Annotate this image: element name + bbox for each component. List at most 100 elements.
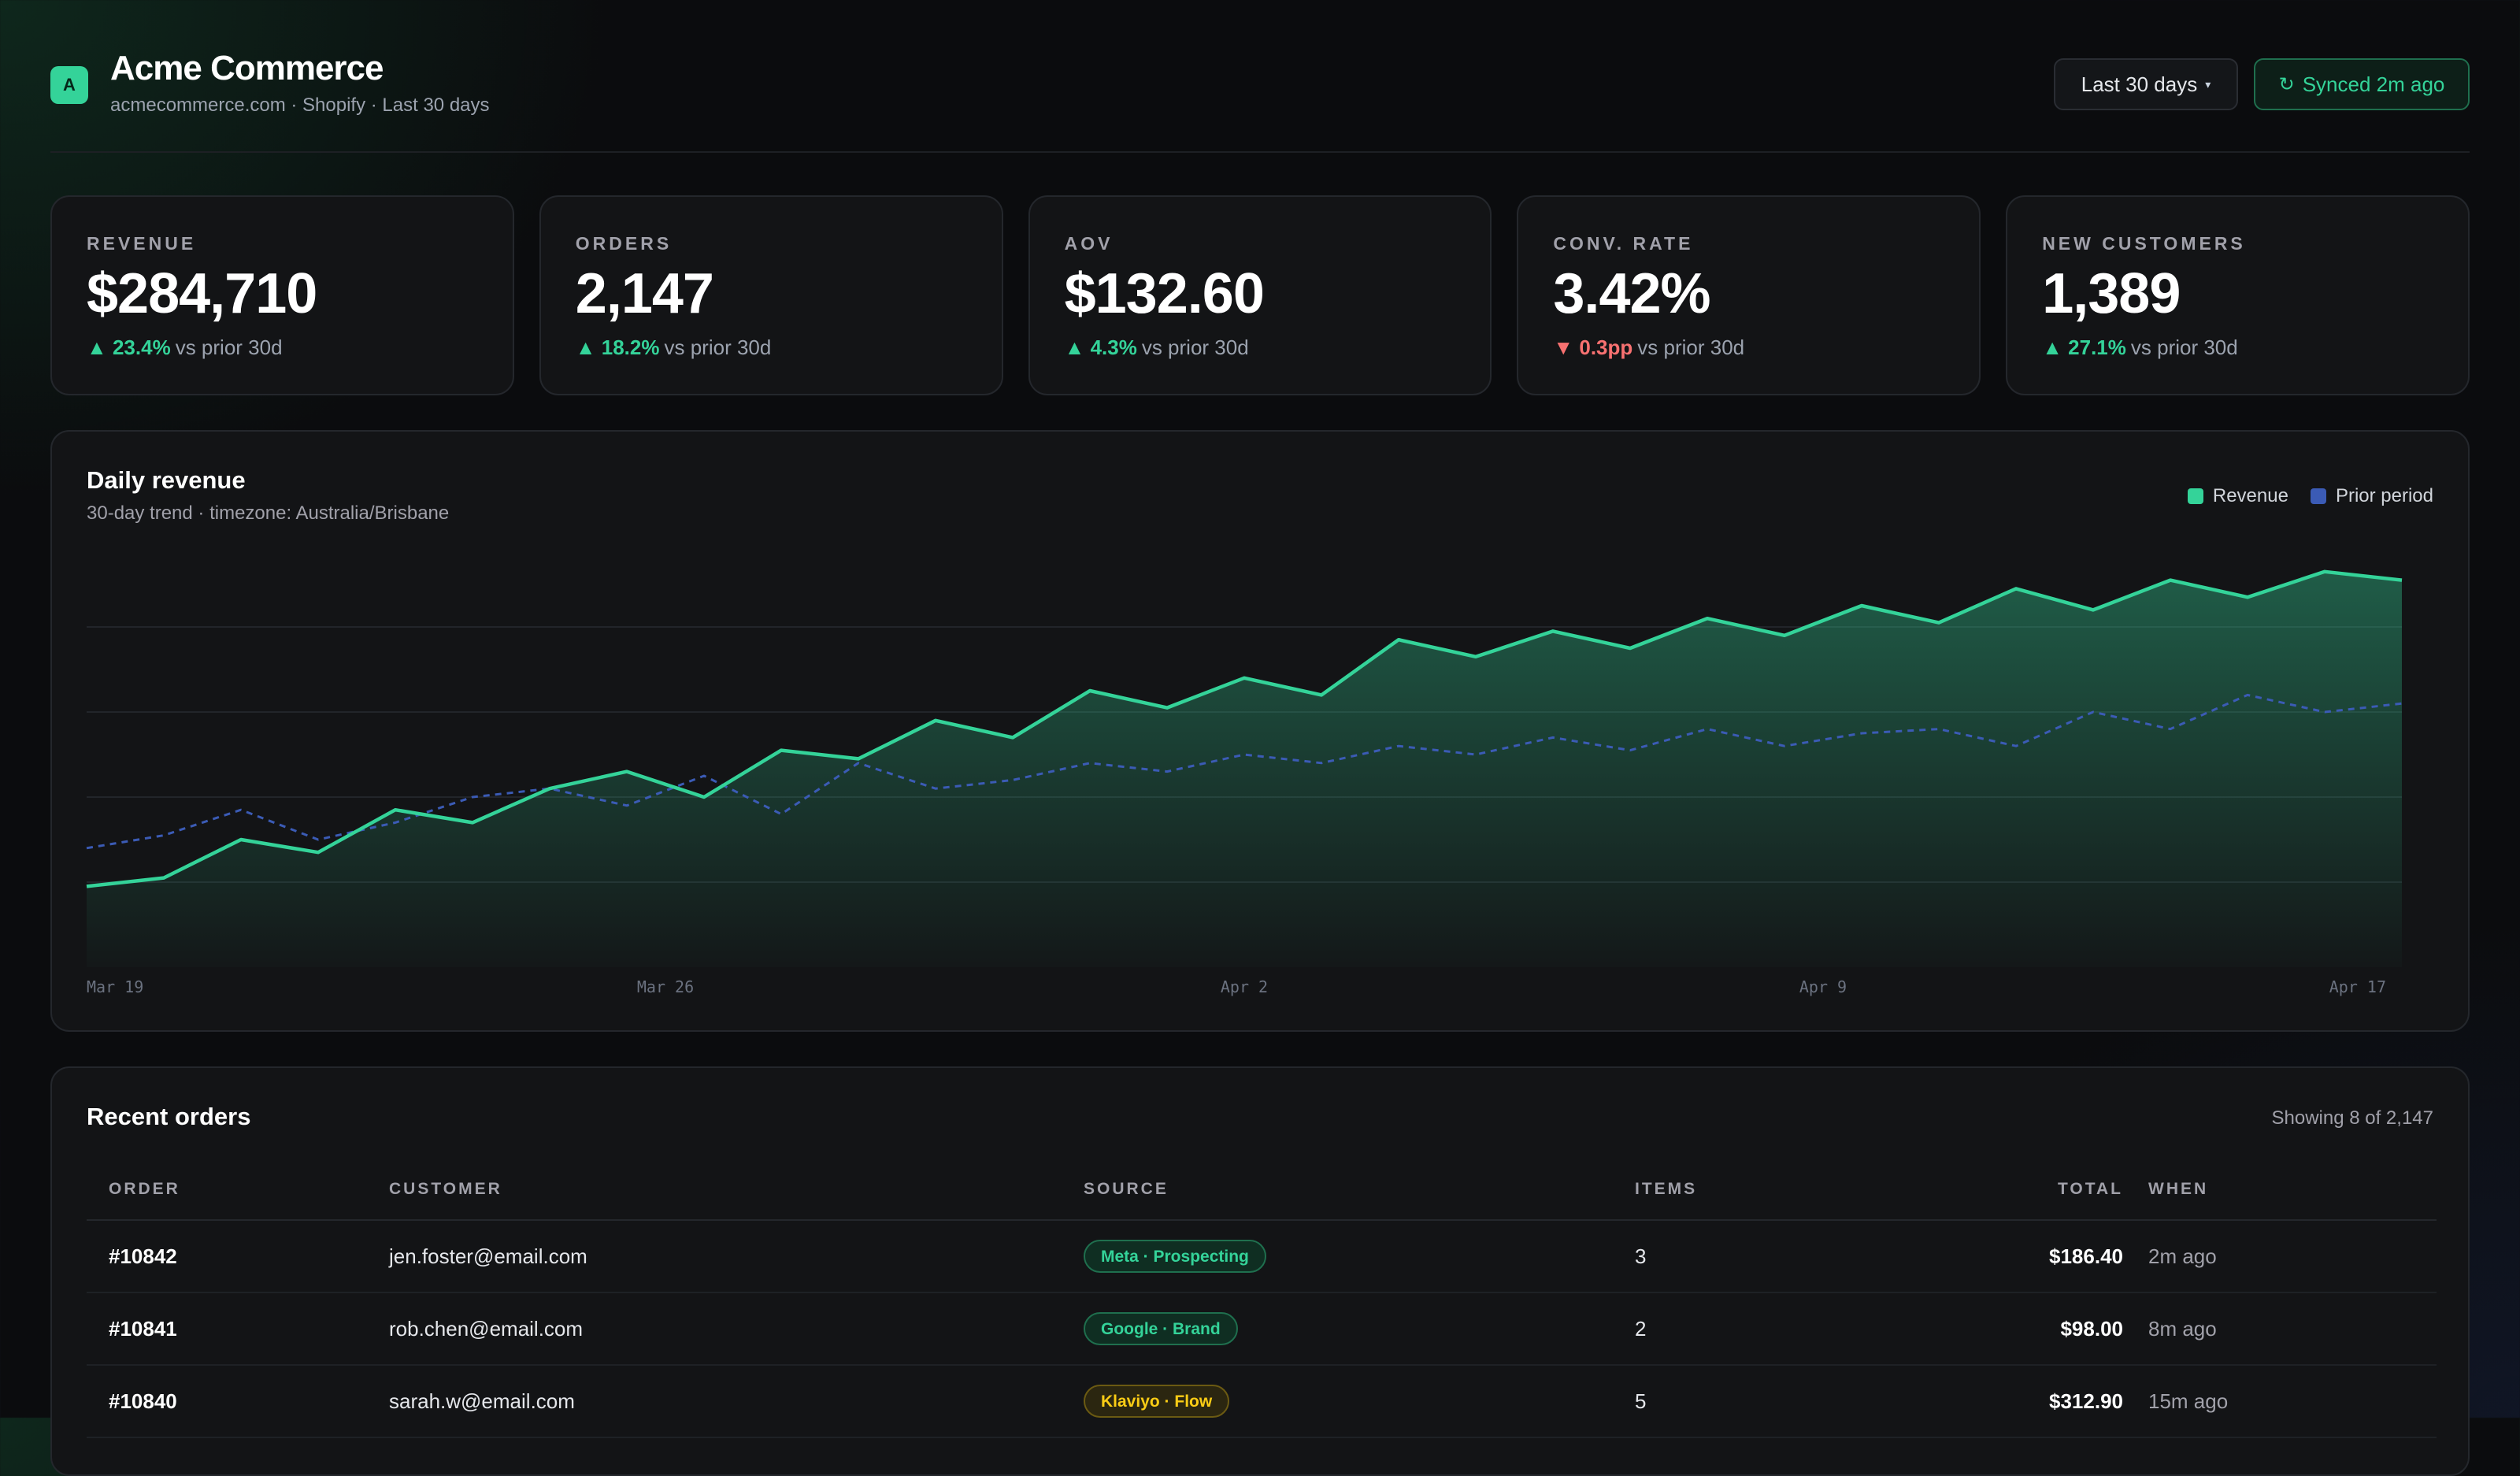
x-tick-label: Mar 19	[87, 977, 143, 996]
kpi-change: 4.3%	[1090, 336, 1137, 359]
source-badge: Klaviyo · Flow	[1084, 1385, 1230, 1418]
chart-ticks-group: Mar 19 Mar 26 Apr 2 Apr 9 Apr 17	[87, 977, 2386, 996]
kpi-comparison: vs prior 30d	[2130, 336, 2238, 359]
legend-item-prior-period[interactable]: Prior period	[2310, 485, 2433, 507]
kpi-label: NEW CUSTOMERS	[2042, 233, 2246, 254]
kpi-comparison: vs prior 30d	[1637, 336, 1745, 359]
kpi-value: 1,389	[2042, 262, 2181, 325]
kpi-card-new-customers[interactable]: NEW CUSTOMERS 1,389 ▲ 27.1% vs prior 30d	[2006, 195, 2470, 395]
orders-title: Recent orders	[87, 1103, 251, 1130]
date-range-dropdown[interactable]: Last 30 days ▾	[2054, 58, 2238, 110]
daily-revenue-card: Daily revenue 30-day trend · timezone: A…	[50, 430, 2470, 1032]
sync-button[interactable]: ↻ Synced 2m ago	[2254, 58, 2470, 110]
legend-swatch-prior	[2310, 488, 2326, 504]
trend-up-icon: ▲	[2042, 336, 2069, 359]
sync-label: Synced 2m ago	[2302, 72, 2445, 96]
order-id: #10841	[109, 1317, 177, 1341]
orders-table-header: ORDER CUSTOMER SOURCE ITEMS TOTAL WHEN	[87, 1161, 2437, 1221]
item-count: 5	[1635, 1389, 1647, 1413]
order-total: $98.00	[2060, 1317, 2123, 1341]
chart-area-group	[87, 571, 2402, 967]
kpi-delta: ▲ 23.4% vs prior 30d	[87, 336, 283, 360]
kpi-label: AOV	[1064, 233, 1114, 254]
kpi-value: 3.42%	[1553, 262, 1710, 325]
kpi-card-aov[interactable]: AOV $132.60 ▲ 4.3% vs prior 30d	[1028, 195, 1492, 395]
kpi-comparison: vs prior 30d	[664, 336, 772, 359]
customer-email: rob.chen@email.com	[389, 1317, 584, 1341]
kpi-label: REVENUE	[87, 233, 197, 254]
series-line-prior-period	[86, 693, 2403, 850]
kpi-change: 27.1%	[2068, 336, 2126, 359]
dashboard-page: A Acme Commerce acmecommerce.com · Shopi…	[50, 0, 2470, 1476]
trend-down-icon: ▼	[1553, 336, 1580, 359]
customer-email: sarah.w@email.com	[389, 1389, 575, 1413]
column-header-when[interactable]: WHEN	[2148, 1180, 2209, 1198]
legend-swatch-revenue	[2187, 488, 2203, 504]
table-row[interactable]: #10840 sarah.w@email.com Klaviyo · Flow …	[87, 1366, 2437, 1438]
kpi-card-conversion-rate[interactable]: CONV. RATE 3.42% ▼ 0.3pp vs prior 30d	[1517, 195, 1981, 395]
kpi-value: $284,710	[87, 262, 317, 325]
chevron-down-icon: ▾	[2205, 77, 2211, 91]
chart-legend: Revenue Prior period	[2187, 485, 2433, 507]
trend-up-icon: ▲	[87, 336, 113, 359]
column-header-total[interactable]: TOTAL	[2057, 1180, 2123, 1198]
chart-title: Daily revenue	[87, 466, 246, 494]
kpi-delta: ▲ 18.2% vs prior 30d	[576, 336, 772, 360]
item-count: 2	[1635, 1317, 1647, 1341]
app-title: Acme Commerce	[110, 49, 384, 87]
app-subtitle: acmecommerce.com · Shopify · Last 30 day…	[110, 95, 490, 116]
header: A Acme Commerce acmecommerce.com · Shopi…	[50, 0, 2470, 153]
item-count: 3	[1635, 1244, 1647, 1268]
refresh-icon: ↻	[2278, 73, 2295, 95]
kpi-value: 2,147	[575, 262, 714, 325]
x-tick-label: Apr 2	[1221, 977, 1268, 996]
x-tick-label: Apr 9	[1799, 977, 1847, 996]
kpi-delta: ▲ 27.1% vs prior 30d	[2042, 336, 2238, 360]
x-tick-label: Apr 17	[2329, 977, 2386, 996]
kpi-change: 18.2%	[601, 336, 660, 359]
revenue-area	[87, 571, 2402, 967]
source-badge: Google · Brand	[1084, 1312, 1238, 1345]
revenue-chart[interactable]: Mar 19 Mar 26 Apr 2 Apr 9 Apr 17	[52, 432, 2468, 1030]
kpi-card-orders[interactable]: ORDERS 2,147 ▲ 18.2% vs prior 30d	[539, 195, 1003, 395]
order-total: $186.40	[2049, 1244, 2123, 1268]
order-id: #10842	[109, 1244, 177, 1268]
table-row[interactable]: #10842 jen.foster@email.com Meta · Prosp…	[87, 1221, 2437, 1293]
column-header-customer[interactable]: CUSTOMER	[389, 1180, 502, 1198]
series-line-revenue	[86, 569, 2403, 888]
legend-label: Prior period	[2335, 485, 2433, 506]
order-time: 2m ago	[2148, 1244, 2217, 1268]
order-time: 8m ago	[2148, 1317, 2217, 1341]
column-header-items[interactable]: ITEMS	[1635, 1180, 1698, 1198]
orders-count: Showing 8 of 2,147	[2271, 1107, 2434, 1129]
legend-item-revenue[interactable]: Revenue	[2187, 485, 2288, 507]
kpi-label: CONV. RATE	[1553, 233, 1694, 254]
app-logo: A	[50, 66, 88, 104]
kpi-comparison: vs prior 30d	[175, 336, 283, 359]
order-id: #10840	[109, 1389, 177, 1413]
kpi-card-revenue[interactable]: REVENUE $284,710 ▲ 23.4% vs prior 30d	[50, 195, 514, 395]
kpi-delta: ▼ 0.3pp vs prior 30d	[1553, 336, 1744, 360]
legend-label: Revenue	[2212, 485, 2288, 506]
column-header-order[interactable]: ORDER	[109, 1180, 180, 1198]
chart-lines-group	[86, 569, 2403, 888]
trend-up-icon: ▲	[575, 336, 602, 359]
kpi-change: 23.4%	[112, 336, 171, 359]
recent-orders-card: Recent orders Showing 8 of 2,147 ORDER C…	[50, 1066, 2470, 1476]
order-time: 15m ago	[2148, 1389, 2229, 1413]
kpi-label: ORDERS	[575, 233, 673, 254]
column-header-source[interactable]: SOURCE	[1084, 1180, 1169, 1198]
customer-email: jen.foster@email.com	[389, 1244, 587, 1268]
kpi-delta: ▲ 4.3% vs prior 30d	[1065, 336, 1249, 360]
kpi-value: $132.60	[1064, 262, 1265, 325]
kpi-row: REVENUE $284,710 ▲ 23.4% vs prior 30d ORD…	[50, 195, 2470, 395]
trend-up-icon: ▲	[1064, 336, 1091, 359]
x-tick-label: Mar 26	[637, 977, 694, 996]
order-total: $312.90	[2049, 1389, 2123, 1413]
chart-subtitle: 30-day trend · timezone: Australia/Brisb…	[87, 503, 450, 524]
kpi-comparison: vs prior 30d	[1141, 336, 1249, 359]
kpi-change: 0.3pp	[1579, 336, 1633, 359]
table-row[interactable]: #10841 rob.chen@email.com Google · Brand…	[87, 1293, 2437, 1366]
source-badge: Meta · Prospecting	[1084, 1240, 1266, 1273]
date-range-label: Last 30 days	[2081, 72, 2198, 96]
